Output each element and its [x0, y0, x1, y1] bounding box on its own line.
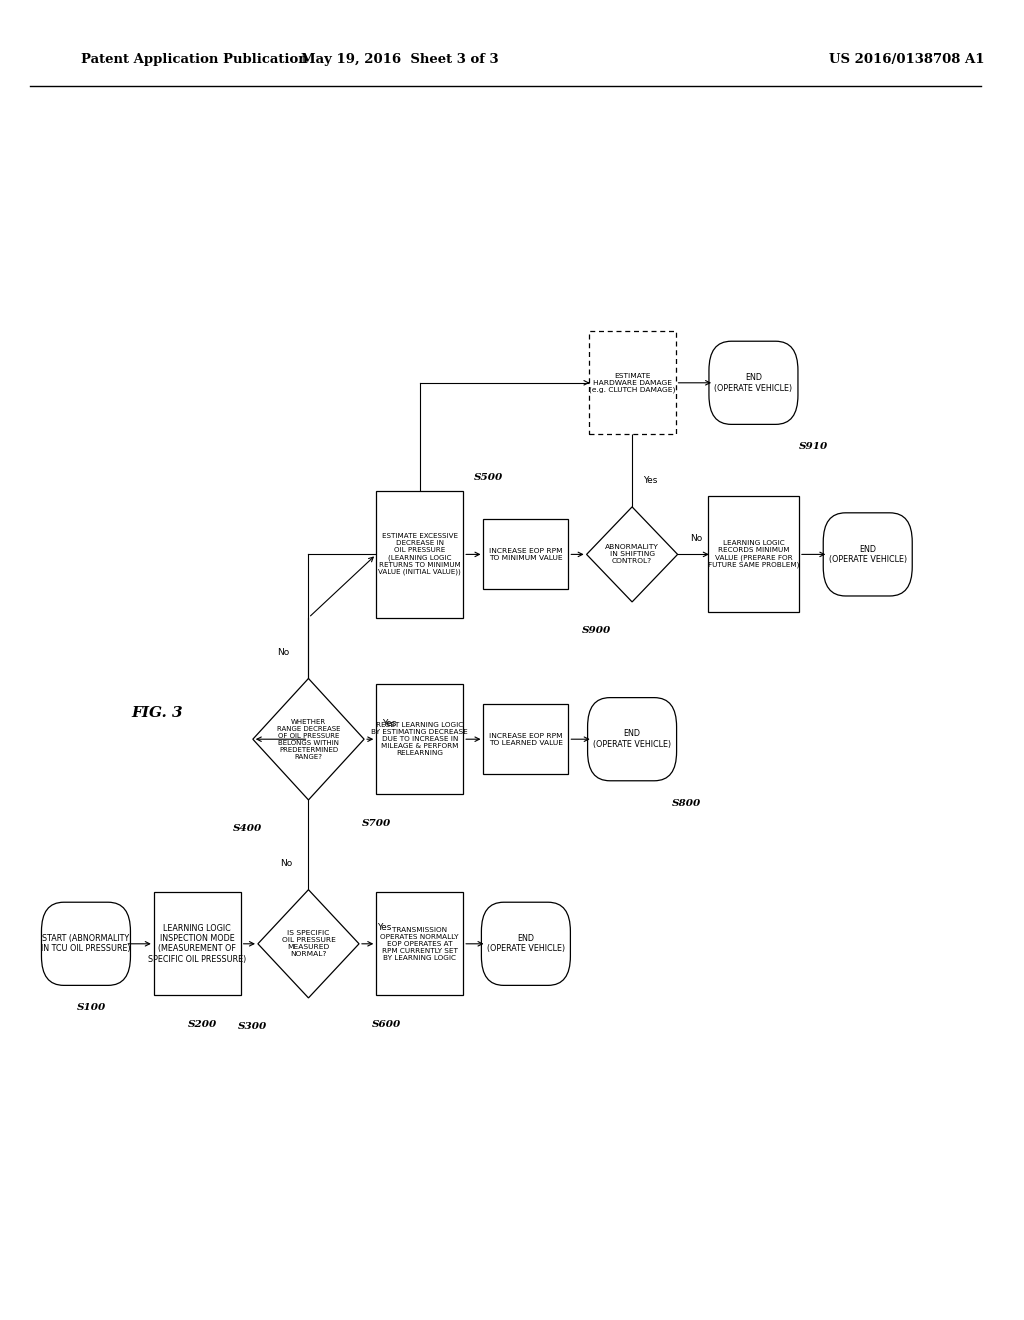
FancyBboxPatch shape: [481, 903, 570, 985]
Text: Yes: Yes: [643, 477, 657, 484]
Text: END
(OPERATE VEHICLE): END (OPERATE VEHICLE): [593, 730, 671, 748]
Text: S910: S910: [799, 442, 827, 451]
FancyBboxPatch shape: [708, 496, 799, 612]
Text: IS SPECIFIC
OIL PRESSURE
MEASURED
NORMAL?: IS SPECIFIC OIL PRESSURE MEASURED NORMAL…: [282, 931, 336, 957]
Text: US 2016/0138708 A1: US 2016/0138708 A1: [829, 53, 985, 66]
Text: FIG. 3: FIG. 3: [131, 706, 183, 719]
Text: S400: S400: [233, 825, 262, 833]
Text: S200: S200: [187, 1020, 217, 1028]
FancyBboxPatch shape: [376, 892, 463, 995]
Polygon shape: [587, 507, 678, 602]
Text: No: No: [278, 648, 290, 656]
Polygon shape: [253, 678, 365, 800]
FancyBboxPatch shape: [483, 519, 568, 589]
Text: Yes: Yes: [382, 719, 396, 727]
Text: S600: S600: [372, 1020, 401, 1028]
Text: S100: S100: [77, 1003, 105, 1012]
Text: WHETHER
RANGE DECREASE
OF OIL PRESSURE
BELONGS WITHIN
PREDETERMINED
RANGE?: WHETHER RANGE DECREASE OF OIL PRESSURE B…: [276, 718, 340, 760]
Text: ESTIMATE
HARDWARE DAMAGE
(e.g. CLUTCH DAMAGE): ESTIMATE HARDWARE DAMAGE (e.g. CLUTCH DA…: [589, 372, 676, 393]
Text: END
(OPERATE VEHICLE): END (OPERATE VEHICLE): [715, 374, 793, 392]
Text: S300: S300: [239, 1023, 267, 1031]
Text: Yes: Yes: [377, 924, 391, 932]
Text: END
(OPERATE VEHICLE): END (OPERATE VEHICLE): [486, 935, 565, 953]
FancyBboxPatch shape: [709, 341, 798, 425]
FancyBboxPatch shape: [589, 331, 676, 434]
Text: LEARNING LOGIC
INSPECTION MODE
(MEASUREMENT OF
SPECIFIC OIL PRESSURE): LEARNING LOGIC INSPECTION MODE (MEASUREM…: [148, 924, 247, 964]
FancyBboxPatch shape: [588, 697, 677, 781]
FancyBboxPatch shape: [41, 903, 130, 985]
Text: START (ABNORMALITY
IN TCU OIL PRESSURE): START (ABNORMALITY IN TCU OIL PRESSURE): [41, 935, 131, 953]
Text: S500: S500: [474, 474, 503, 482]
Text: S700: S700: [361, 818, 391, 828]
Text: S800: S800: [672, 799, 701, 808]
Text: RESET LEARNING LOGIC
BY ESTIMATING DECREASE
DUE TO INCREASE IN
MILEAGE & PERFORM: RESET LEARNING LOGIC BY ESTIMATING DECRE…: [372, 722, 468, 756]
FancyBboxPatch shape: [154, 892, 241, 995]
Text: No: No: [281, 859, 292, 867]
Text: LEARNING LOGIC
RECORDS MINIMUM
VALUE (PREPARE FOR
FUTURE SAME PROBLEM): LEARNING LOGIC RECORDS MINIMUM VALUE (PR…: [708, 540, 799, 569]
FancyBboxPatch shape: [376, 684, 463, 795]
Polygon shape: [258, 890, 359, 998]
Text: TRANSMISSION
OPERATES NORMALLY
EOP OPERATES AT
RPM CURRENTLY SET
BY LEARNING LOG: TRANSMISSION OPERATES NORMALLY EOP OPERA…: [381, 927, 459, 961]
Text: INCREASE EOP RPM
TO LEARNED VALUE: INCREASE EOP RPM TO LEARNED VALUE: [488, 733, 563, 746]
FancyBboxPatch shape: [823, 513, 912, 597]
Text: Patent Application Publication: Patent Application Publication: [81, 53, 307, 66]
Text: May 19, 2016  Sheet 3 of 3: May 19, 2016 Sheet 3 of 3: [301, 53, 499, 66]
Text: END
(OPERATE VEHICLE): END (OPERATE VEHICLE): [828, 545, 907, 564]
Text: INCREASE EOP RPM
TO MINIMUM VALUE: INCREASE EOP RPM TO MINIMUM VALUE: [489, 548, 563, 561]
FancyBboxPatch shape: [376, 491, 463, 618]
Text: No: No: [690, 535, 701, 543]
Text: S900: S900: [582, 627, 611, 635]
Text: ESTIMATE EXCESSIVE
DECREASE IN
OIL PRESSURE
(LEARNING LOGIC
RETURNS TO MINIMUM
V: ESTIMATE EXCESSIVE DECREASE IN OIL PRESS…: [378, 533, 461, 576]
Text: ABNORMALITY
IN SHIFTING
CONTROL?: ABNORMALITY IN SHIFTING CONTROL?: [605, 544, 659, 565]
FancyBboxPatch shape: [483, 705, 568, 774]
